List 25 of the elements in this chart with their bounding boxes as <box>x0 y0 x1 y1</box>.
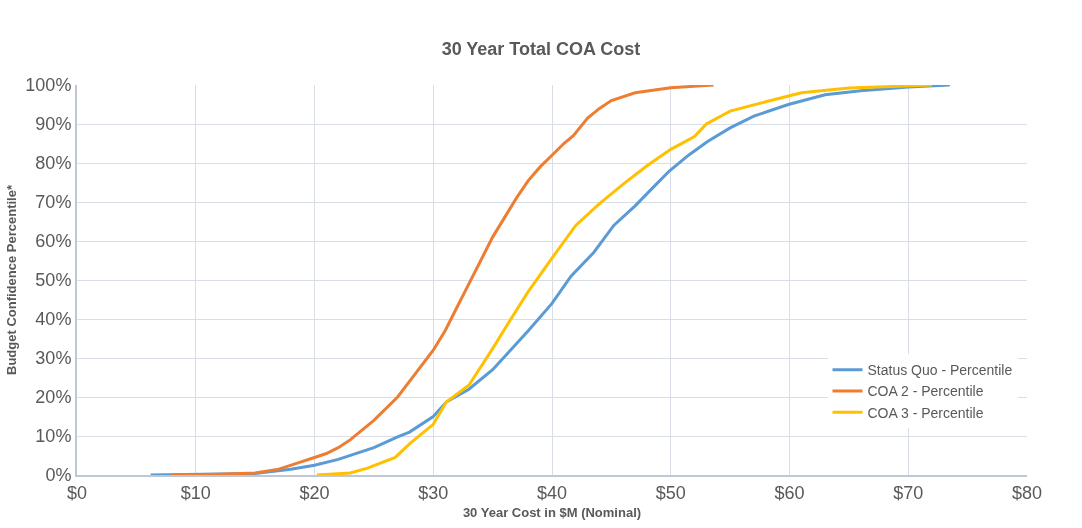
x-tick-label: $40 <box>536 482 568 503</box>
x-tick-label: $20 <box>299 482 330 503</box>
y-tick-label: 70% <box>35 192 72 213</box>
y-tick-label: 20% <box>35 387 72 408</box>
y-tick-label: 100% <box>25 75 72 96</box>
x-tick-label: $30 <box>418 482 449 503</box>
y-tick-label: 60% <box>35 231 72 252</box>
y-tick-label: 90% <box>35 114 72 135</box>
x-tick-label: $70 <box>893 482 924 503</box>
x-tick-label: $50 <box>655 482 686 503</box>
y-tick-label: 40% <box>35 309 72 330</box>
y-tick-label: 10% <box>35 426 72 447</box>
y-tick-label: 30% <box>35 348 72 369</box>
y-tick-label: 50% <box>35 270 72 291</box>
line-series <box>170 85 715 475</box>
legend-label: COA 3 - Percentile <box>867 404 984 421</box>
x-tick-label: $10 <box>180 482 211 503</box>
chart-title: 30 Year Total COA Cost <box>441 38 641 59</box>
legend-label: COA 2 - Percentile <box>867 383 984 400</box>
y-axis-title: Budget Confidence Percentile* <box>3 184 19 375</box>
x-axis-title: 30 Year Cost in $M (Nominal) <box>462 504 642 520</box>
x-tick-label: $80 <box>1011 482 1043 503</box>
legend-label: Status Quo - Percentile <box>867 362 1013 379</box>
x-tick-label: $60 <box>774 482 805 503</box>
y-tick-label: 80% <box>35 153 72 174</box>
